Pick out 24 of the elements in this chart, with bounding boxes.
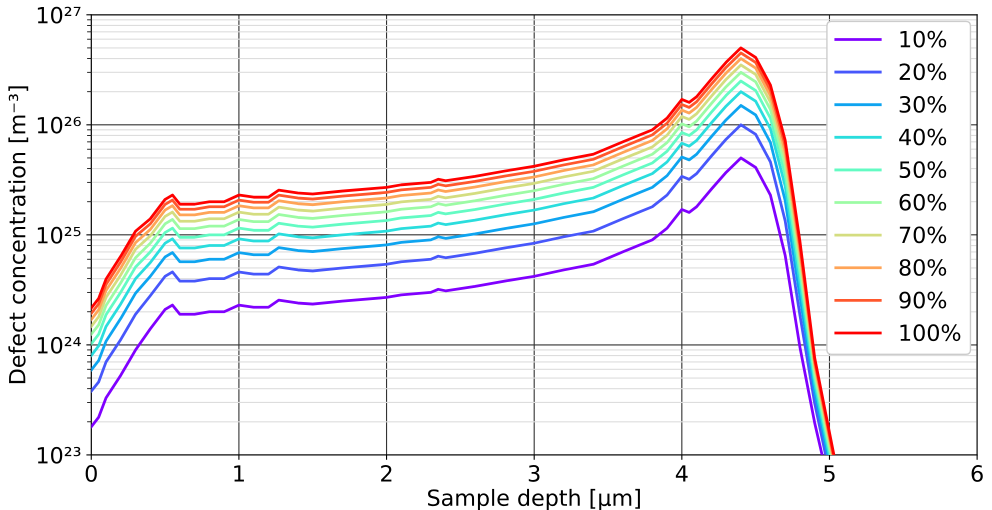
y-axis-title: Defect concentration [m⁻³] (8, 86, 28, 384)
x-tick-label: 4 (676, 465, 688, 482)
y-tick-label: 10²⁴ (38, 336, 81, 354)
x-tick-label: 2 (381, 465, 392, 482)
x-tick-label: 5 (824, 465, 835, 482)
x-tick-label: 0 (86, 465, 97, 482)
x-tick-label: 1 (234, 465, 244, 482)
y-tick-label: 10²⁵ (38, 226, 80, 244)
legend-label: 100% (900, 324, 960, 342)
legend-label: 20% (900, 63, 946, 80)
x-tick-label: 3 (528, 465, 540, 482)
legend-label: 30% (900, 96, 946, 113)
y-tick-label: 10²⁷ (38, 6, 80, 24)
y-tick-label: 10²³ (38, 446, 80, 464)
legend-label: 60% (900, 194, 946, 211)
legend-label: 10% (900, 30, 946, 48)
x-tick-label: 6 (972, 465, 983, 482)
legend-label: 70% (900, 226, 946, 244)
x-axis-title: Sample depth [μm] (428, 488, 640, 510)
legend-label: 50% (900, 161, 946, 178)
legend-label: 40% (899, 128, 946, 146)
y-tick-label: 10²⁶ (38, 116, 81, 134)
legend-label: 90% (899, 292, 946, 308)
legend-label: 80% (900, 259, 946, 276)
